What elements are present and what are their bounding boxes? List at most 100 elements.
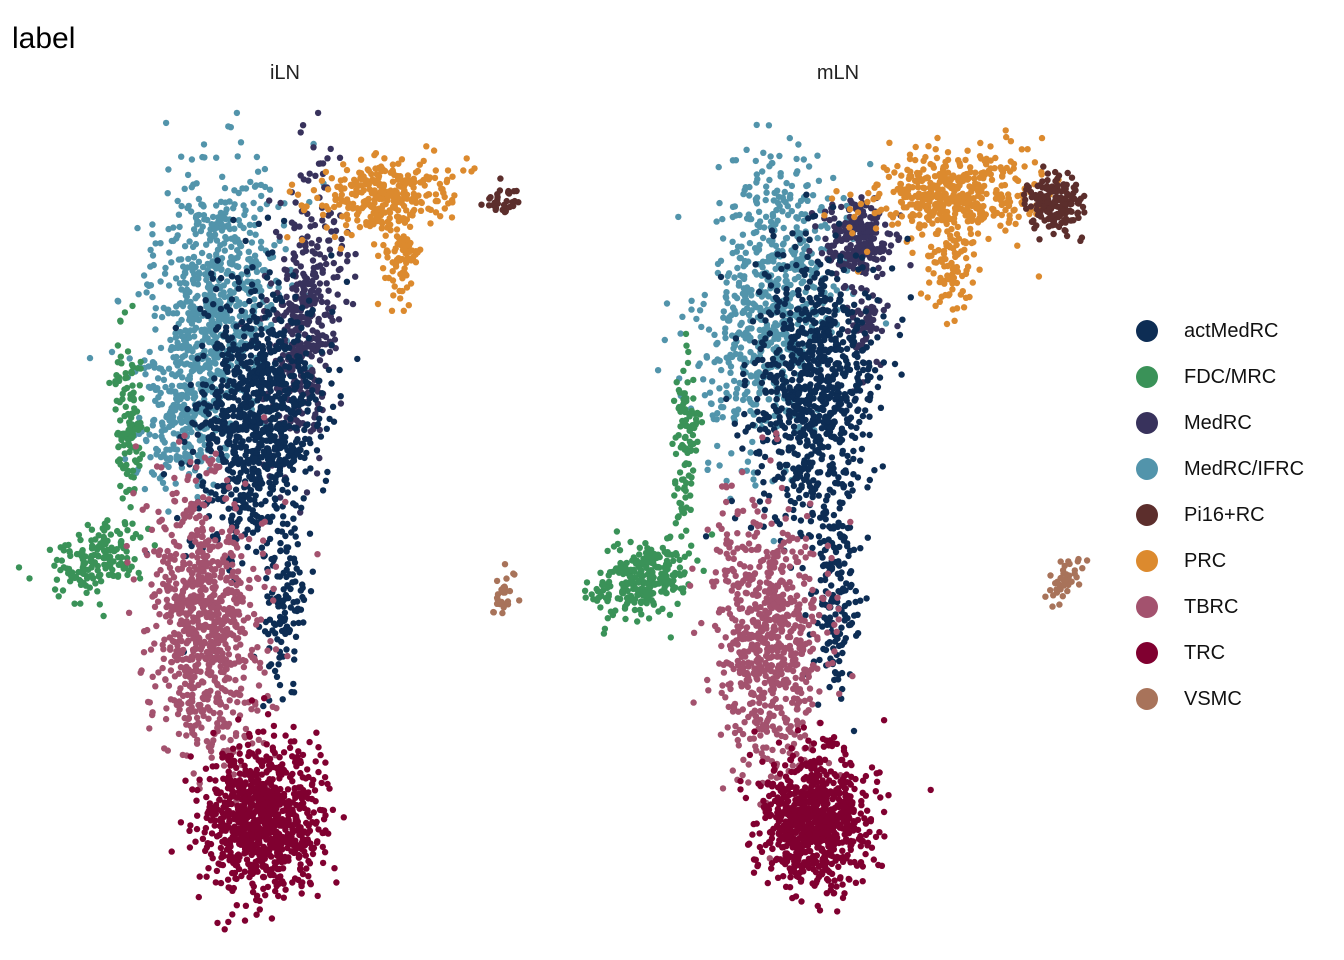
scatter-point [183,663,190,671]
scatter-point [262,892,269,899]
scatter-point [391,248,398,255]
scatter-point [228,491,235,498]
scatter-point [299,581,306,588]
scatter-point [246,317,253,325]
scatter-point [187,381,194,388]
scatter-point [213,833,221,840]
scatter-point [147,246,154,254]
scatter-point [343,166,351,174]
scatter-point [500,201,508,209]
scatter-point [357,156,365,163]
scatter-point [250,610,258,618]
scatter-point [229,607,236,615]
scatter-point [314,244,321,251]
scatter-point [273,673,281,680]
scatter-point [196,546,204,553]
scatter-point [176,650,183,657]
scatter-point [114,458,122,465]
scatter-point [153,622,160,630]
scatter-point [175,211,183,218]
scatter-point [257,479,265,486]
scatter-point [282,838,290,846]
scatter-point [214,723,221,731]
scatter-point [230,289,237,296]
scatter-point [229,568,237,575]
scatter-point [226,467,233,474]
scatter-point [271,347,278,354]
scatter-point [290,515,297,522]
scatter-point [252,519,259,526]
scatter-point [185,706,193,714]
scatter-point [162,715,170,723]
scatter-point [71,600,78,607]
scatter-point [259,369,267,377]
scatter-point [247,352,255,359]
scatter-point [210,709,217,717]
scatter-point [184,171,192,179]
scatter-point [220,332,227,339]
scatter-point [291,607,299,614]
scatter-point [187,822,194,829]
scatter-point [245,535,253,543]
scatter-point [168,382,176,389]
scatter-point [214,919,221,927]
scatter-point [154,447,162,454]
scatter-point [241,846,249,853]
scatter-point [167,696,175,703]
scatter-point [251,296,258,303]
scatter-point [287,317,294,324]
scatter-point [149,359,157,366]
scatter-point [181,269,189,276]
scatter-point [209,213,217,221]
scatter-point [288,688,295,696]
scatter-point [249,880,256,887]
scatter-point [126,355,133,362]
scatter-point [221,926,228,933]
scatter-point [165,166,172,173]
scatter-point [116,431,123,438]
scatter-point [308,795,316,803]
scatter-point [242,404,250,411]
scatter-point [661,336,668,344]
scatter-point [244,741,252,748]
scatter-point [317,160,324,167]
scatter-point [314,838,321,845]
scatter-point [191,333,198,340]
scatter-point [271,502,278,509]
scatter-point [257,181,265,189]
scatter-point [251,287,259,294]
scatter-point [492,206,499,213]
scatter-point [241,284,248,292]
scatter-point [341,198,349,205]
scatter-point [119,495,126,502]
scatter-point [242,313,249,320]
scatter-point [250,861,258,869]
scatter-point [299,122,307,129]
scatter-point [151,312,158,319]
scatter-point [187,753,194,760]
scatter-point [200,400,208,407]
scatter-point [194,458,201,465]
scatter-point [240,831,247,839]
scatter-point [271,444,279,451]
scatter-point [296,569,303,576]
scatter-point [192,538,199,545]
scatter-point [202,655,210,663]
scatter-point [164,583,172,590]
scatter-point [231,225,238,232]
scatter-point [270,597,277,604]
scatter-point [206,338,213,346]
scatter-point [239,560,246,567]
scatter-point [432,191,440,198]
scatter-point [194,355,201,362]
scatter-point [223,616,230,623]
scatter-point [274,865,281,873]
scatter-point [196,873,203,880]
scatter-point [266,311,273,318]
scatter-point [192,263,199,271]
scatter-point [182,610,190,617]
scatter-point [215,495,222,503]
scatter-point [337,245,345,252]
scatter-point [183,280,190,287]
scatter-point [195,269,203,276]
